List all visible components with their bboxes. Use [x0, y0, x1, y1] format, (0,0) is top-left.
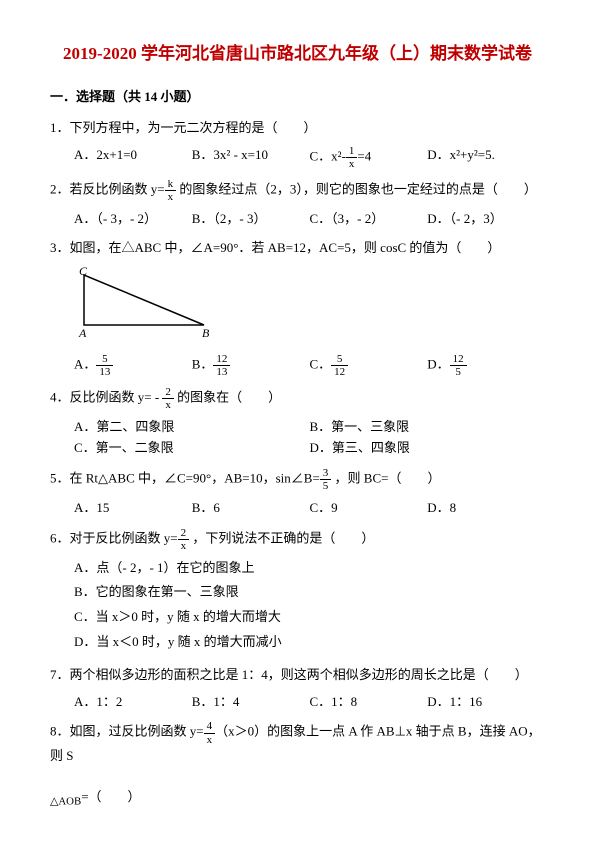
q5-option-a: A．15 [74, 498, 192, 519]
q4-option-c: C．第一、二象限 [74, 438, 310, 459]
svg-text:A: A [78, 326, 87, 340]
question-4: 4．反比例函数 y= - 2x 的图象在（ ） A．第二、四象限 B．第一、三象… [50, 386, 545, 459]
q3-option-c: C．512 [310, 353, 428, 378]
q6-option-d: D．当 x＜0 时，y 随 x 的增大而减小 [74, 632, 545, 653]
triangle-figure: A B C [74, 265, 224, 340]
q7-stem: 7．两个相似多边形的面积之比是 1：4，则这两个相似多边形的周长之比是（ ） [50, 665, 545, 686]
q3-option-b: B．1213 [192, 353, 310, 378]
q1-option-d: D．x²+y²=5. [427, 145, 545, 170]
question-7: 7．两个相似多边形的面积之比是 1：4，则这两个相似多边形的周长之比是（ ） A… [50, 665, 545, 713]
q3-option-d: D．125 [427, 353, 545, 378]
q3-option-a: A．513 [74, 353, 192, 378]
q2-stem: 2．若反比例函数 y=kx 的图象经过点（2，3），则它的图象也一定经过的点是（… [50, 178, 545, 203]
q2-option-d: D．（- 2，3） [427, 209, 545, 230]
q6-option-c: C．当 x＞0 时，y 随 x 的增大而增大 [74, 607, 545, 628]
q4-option-a: A．第二、四象限 [74, 417, 310, 438]
question-1: 1．下列方程中，为一元二次方程的是（ ） A．2x+1=0 B．3x² - x=… [50, 118, 545, 170]
q7-option-c: C．1：8 [310, 692, 428, 713]
q1-option-c: C．x²-1x=4 [310, 145, 428, 170]
q3-figure: A B C [50, 265, 545, 347]
question-8: 8．如图，过反比例函数 y=4x（x＞0）的图象上一点 A 作 AB⊥x 轴于点… [50, 720, 545, 811]
exam-title: 2019-2020 学年河北省唐山市路北区九年级（上）期末数学试卷 [50, 40, 545, 67]
q6-option-a: A．点（- 2，- 1）在它的图象上 [74, 558, 545, 579]
q4-option-d: D．第三、四象限 [310, 438, 546, 459]
q2-option-c: C．（3，- 2） [310, 209, 428, 230]
q7-option-a: A．1：2 [74, 692, 192, 713]
question-6: 6．对于反比例函数 y=2x ，下列说法不正确的是（ ） A．点（- 2，- 1… [50, 527, 545, 657]
q5-option-b: B．6 [192, 498, 310, 519]
q5-option-d: D．8 [427, 498, 545, 519]
q8-stem: 8．如图，过反比例函数 y=4x（x＞0）的图象上一点 A 作 AB⊥x 轴于点… [50, 720, 545, 811]
q7-option-b: B．1：4 [192, 692, 310, 713]
svg-text:C: C [79, 265, 88, 278]
q1-option-a: A．2x+1=0 [74, 145, 192, 170]
q6-stem: 6．对于反比例函数 y=2x ，下列说法不正确的是（ ） [50, 527, 545, 552]
q1-option-b: B．3x² - x=10 [192, 145, 310, 170]
q5-stem: 5．在 Rt△ABC 中，∠C=90°，AB=10，sin∠B=35 ，则 BC… [50, 467, 545, 492]
question-5: 5．在 Rt△ABC 中，∠C=90°，AB=10，sin∠B=35 ，则 BC… [50, 467, 545, 519]
q5-option-c: C．9 [310, 498, 428, 519]
q6-option-b: B．它的图象在第一、三象限 [74, 582, 545, 603]
q2-option-b: B．（2，- 3） [192, 209, 310, 230]
q2-option-a: A．（- 3，- 2） [74, 209, 192, 230]
q7-option-d: D．1：16 [427, 692, 545, 713]
q4-stem: 4．反比例函数 y= - 2x 的图象在（ ） [50, 386, 545, 411]
svg-text:B: B [202, 326, 210, 340]
q3-stem: 3．如图，在△ABC 中，∠A=90°．若 AB=12，AC=5，则 cosC … [50, 238, 545, 259]
q1-stem: 1．下列方程中，为一元二次方程的是（ ） [50, 118, 545, 139]
question-3: 3．如图，在△ABC 中，∠A=90°．若 AB=12，AC=5，则 cosC … [50, 238, 545, 378]
q4-option-b: B．第一、三象限 [310, 417, 546, 438]
section-header: 一．选择题（共 14 小题） [50, 87, 545, 108]
question-2: 2．若反比例函数 y=kx 的图象经过点（2，3），则它的图象也一定经过的点是（… [50, 178, 545, 230]
